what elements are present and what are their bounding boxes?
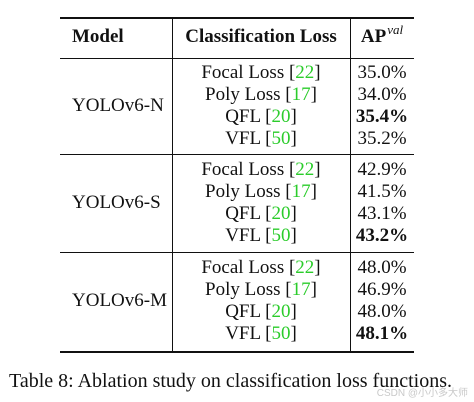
ap-value: 42.9% — [357, 159, 407, 180]
citation-link[interactable]: 22 — [295, 62, 315, 83]
citation-link[interactable]: 17 — [291, 279, 311, 300]
model-name: YOLOv6-S — [72, 192, 161, 213]
citation-link[interactable]: 20 — [271, 301, 291, 322]
model-name: YOLOv6-M — [72, 290, 167, 311]
ap-value: 34.0% — [357, 84, 407, 105]
loss-name: VFL — [225, 323, 261, 344]
header-ap: APval — [350, 22, 414, 49]
citation-link[interactable]: 50 — [271, 225, 291, 246]
column-divider-left — [172, 19, 173, 351]
loss-cell: VFL [50] — [225, 225, 297, 246]
ap-value: 35.0% — [357, 62, 407, 83]
citation-link[interactable]: 17 — [291, 84, 311, 105]
column-divider-right — [350, 19, 351, 351]
loss-name: VFL — [225, 225, 261, 246]
header-classification-loss: Classification Loss — [185, 26, 337, 47]
ap-value: 48.0% — [357, 257, 407, 278]
loss-name: Focal Loss — [201, 257, 285, 278]
loss-cell: Focal Loss [22] — [201, 159, 321, 180]
citation-link[interactable]: 17 — [291, 181, 311, 202]
citation-link[interactable]: 20 — [271, 203, 291, 224]
loss-cell: Poly Loss [17] — [205, 279, 317, 300]
loss-name: QFL — [225, 301, 261, 322]
ap-value: 48.0% — [357, 301, 407, 322]
citation-link[interactable]: 20 — [271, 106, 291, 127]
ap-value: 43.1% — [357, 203, 407, 224]
loss-cell: Poly Loss [17] — [205, 84, 317, 105]
loss-cell: VFL [50] — [225, 323, 297, 344]
loss-name: Poly Loss — [205, 279, 281, 300]
loss-name: Poly Loss — [205, 84, 281, 105]
loss-cell: Focal Loss [22] — [201, 62, 321, 83]
ap-value-best: 43.2% — [355, 225, 409, 246]
loss-cell: QFL [20] — [225, 203, 297, 224]
header-ap-label: AP — [360, 26, 387, 47]
ap-value-best: 48.1% — [355, 323, 409, 344]
ap-value-best: 35.4% — [355, 106, 409, 127]
loss-name: Poly Loss — [205, 181, 281, 202]
loss-name: Focal Loss — [201, 62, 285, 83]
loss-cell: Poly Loss [17] — [205, 181, 317, 202]
citation-link[interactable]: 22 — [295, 159, 315, 180]
ap-value: 41.5% — [357, 181, 407, 202]
loss-cell: QFL [20] — [225, 301, 297, 322]
citation-link[interactable]: 50 — [271, 128, 291, 149]
header-model: Model — [72, 26, 124, 47]
model-name: YOLOv6-N — [72, 95, 164, 116]
bottom-rule — [60, 351, 414, 353]
group-rule — [60, 252, 414, 253]
loss-name: QFL — [225, 203, 261, 224]
header-rule — [60, 58, 414, 59]
watermark: CSDN @小小多大师 — [376, 388, 468, 399]
group-rule — [60, 154, 414, 155]
ablation-table: Model Classification Loss APval YOLOv6-N… — [60, 17, 414, 353]
table-caption: Table 8: Ablation study on classificatio… — [9, 370, 452, 392]
citation-link[interactable]: 50 — [271, 323, 291, 344]
ap-value: 46.9% — [357, 279, 407, 300]
header-ap-superscript: val — [387, 22, 404, 37]
top-rule — [60, 17, 414, 19]
ap-value: 35.2% — [357, 128, 407, 149]
loss-cell: QFL [20] — [225, 106, 297, 127]
citation-link[interactable]: 22 — [295, 257, 315, 278]
loss-name: QFL — [225, 106, 261, 127]
loss-name: Focal Loss — [201, 159, 285, 180]
loss-name: VFL — [225, 128, 261, 149]
loss-cell: Focal Loss [22] — [201, 257, 321, 278]
loss-cell: VFL [50] — [225, 128, 297, 149]
